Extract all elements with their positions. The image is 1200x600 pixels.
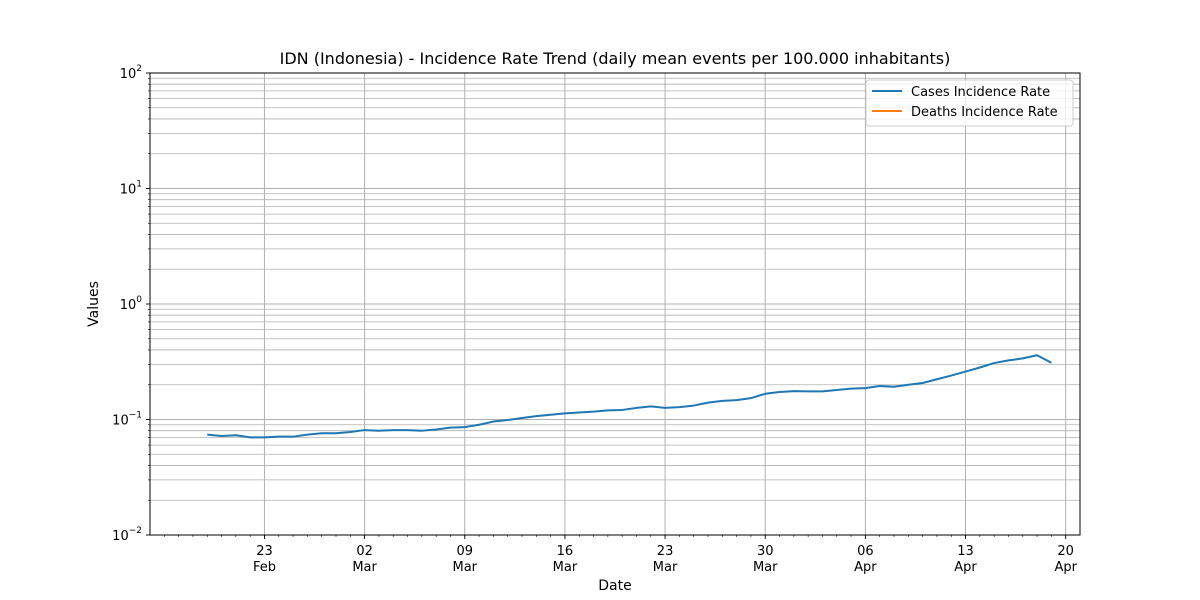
x-tick-label-month: Mar: [453, 560, 478, 575]
y-tick-label: 10−1: [112, 411, 142, 429]
x-tick-label-day: 30: [757, 544, 774, 559]
series-lines: [207, 354, 1052, 439]
x-tick-label-day: 20: [1057, 544, 1074, 559]
legend-label-deaths: Deaths Incidence Rate: [911, 105, 1058, 120]
y-tick-label-base: 10: [120, 183, 137, 198]
x-tick-label-day: 09: [456, 544, 473, 559]
x-tick-label-month: Mar: [553, 560, 578, 575]
chart-title: IDN (Indonesia) - Incidence Rate Trend (…: [280, 49, 951, 68]
x-tick-label-day: 02: [356, 544, 373, 559]
legend-box: [865, 79, 1074, 127]
x-tick-label-month: Mar: [352, 560, 377, 575]
x-tick-label-day: 16: [557, 544, 574, 559]
legend-label-cases: Cases Incidence Rate: [911, 85, 1050, 100]
x-tick-label-month: Apr: [854, 560, 877, 575]
y-tick-label: 101: [120, 180, 142, 198]
x-axis-ticks: 23Feb02Mar09Mar16Mar23Mar30Mar06Apr13Apr…: [164, 535, 1078, 575]
y-tick-label-base: 10: [120, 67, 137, 82]
y-tick-label: 102: [120, 64, 142, 82]
y-tick-label: 100: [120, 295, 143, 313]
y-tick-label-exponent: 0: [136, 295, 142, 305]
x-tick-label-month: Mar: [653, 560, 678, 575]
x-tick-label-day: 13: [957, 544, 974, 559]
y-tick-label: 10−2: [112, 526, 142, 544]
y-tick-label-base: 10: [120, 298, 137, 313]
y-tick-label-exponent: 1: [136, 180, 142, 190]
x-tick-label-month: Feb: [253, 560, 276, 575]
x-tick-label-month: Apr: [1054, 560, 1077, 575]
series-line-0: [207, 354, 1052, 439]
y-tick-label-exponent: 2: [136, 64, 142, 74]
y-tick-label-base: 10: [112, 414, 129, 429]
x-tick-label-day: 23: [256, 544, 273, 559]
y-axis-label: Values: [86, 281, 102, 327]
x-tick-label-month: Mar: [753, 560, 778, 575]
x-tick-label-month: Apr: [954, 560, 977, 575]
x-tick-label-day: 23: [657, 544, 674, 559]
y-tick-label-exponent: −1: [129, 411, 142, 421]
x-tick-label-day: 06: [857, 544, 874, 559]
legend: Cases Incidence Rate Deaths Incidence Ra…: [865, 79, 1074, 127]
y-tick-label-base: 10: [112, 529, 129, 544]
x-axis-label: Date: [598, 578, 631, 594]
y-tick-label-exponent: −2: [129, 526, 142, 536]
